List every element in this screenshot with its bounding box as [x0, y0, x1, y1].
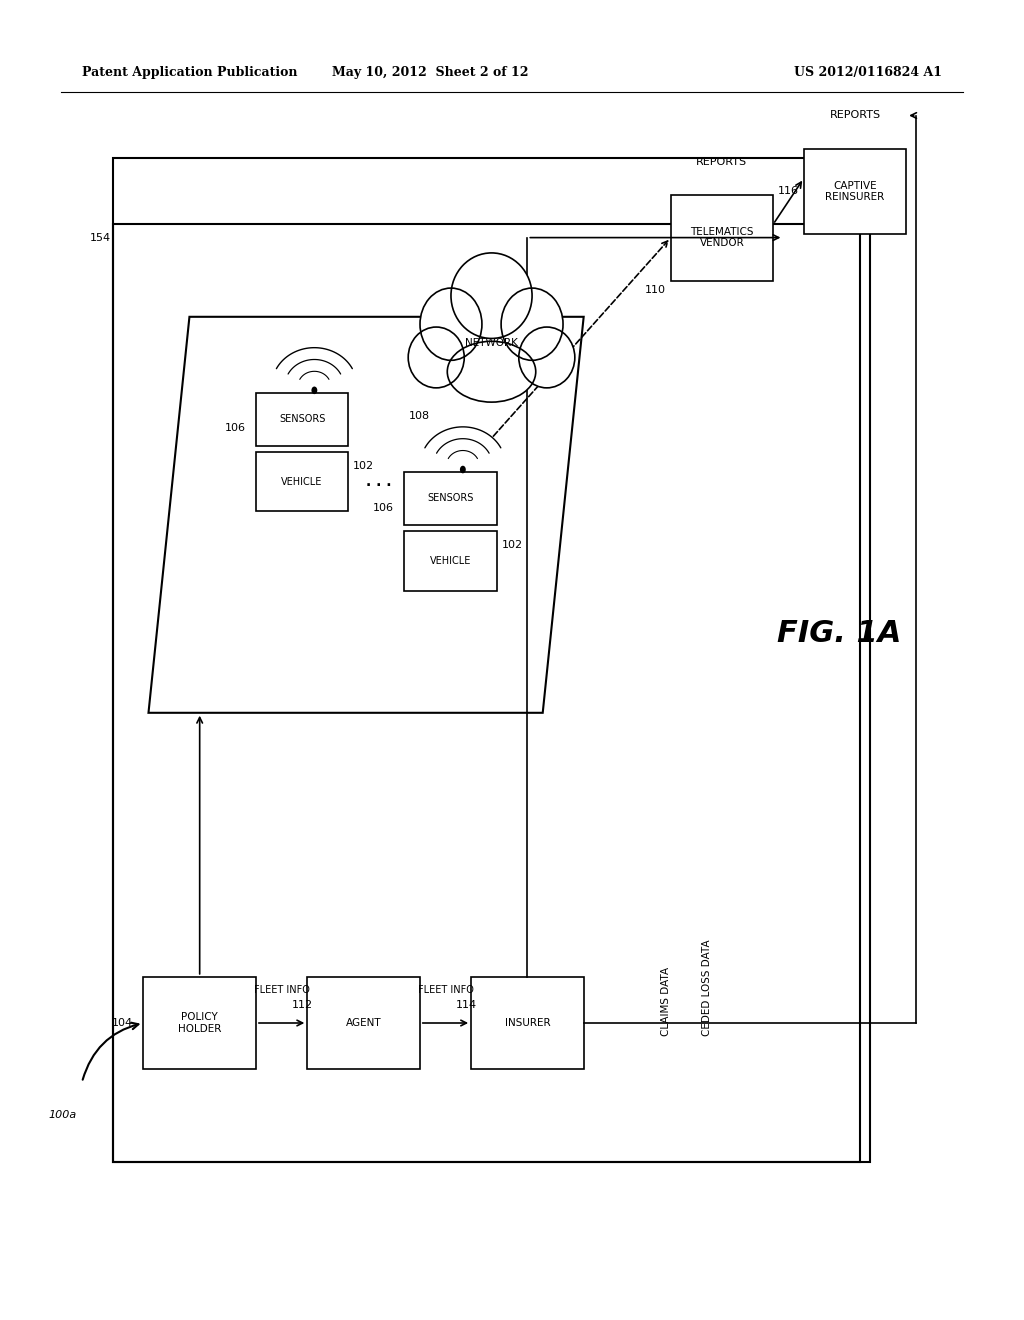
FancyBboxPatch shape [307, 977, 420, 1069]
Ellipse shape [447, 342, 536, 403]
FancyBboxPatch shape [471, 977, 584, 1069]
Text: 106: 106 [224, 424, 246, 433]
Text: 108: 108 [409, 411, 430, 421]
Text: VEHICLE: VEHICLE [430, 556, 471, 566]
Text: 114: 114 [456, 999, 477, 1010]
Ellipse shape [519, 327, 574, 388]
Polygon shape [148, 317, 584, 713]
Text: 112: 112 [292, 999, 313, 1010]
Text: 104: 104 [112, 1018, 133, 1028]
Text: NETWORK: NETWORK [465, 338, 518, 348]
Text: CEDED LOSS DATA: CEDED LOSS DATA [701, 940, 712, 1036]
Text: 154: 154 [89, 232, 111, 243]
Text: $\mathsf{152}$: $\mathsf{152}$ [548, 343, 570, 356]
Ellipse shape [409, 327, 464, 388]
FancyBboxPatch shape [404, 473, 497, 525]
Text: 106: 106 [373, 503, 394, 512]
Text: 102: 102 [502, 540, 523, 550]
Text: POLICY
HOLDER: POLICY HOLDER [178, 1012, 221, 1034]
Ellipse shape [501, 288, 563, 360]
Text: FLEET INFO: FLEET INFO [254, 985, 309, 995]
Text: SENSORS: SENSORS [279, 414, 326, 424]
Circle shape [460, 466, 466, 474]
Text: TELEMATICS
VENDOR: TELEMATICS VENDOR [690, 227, 754, 248]
Text: REPORTS: REPORTS [829, 111, 881, 120]
Text: US 2012/0116824 A1: US 2012/0116824 A1 [794, 66, 942, 79]
Text: SENSORS: SENSORS [427, 494, 474, 503]
Text: CLAIMS DATA: CLAIMS DATA [660, 968, 671, 1036]
Text: Patent Application Publication: Patent Application Publication [82, 66, 297, 79]
Text: FLEET INFO: FLEET INFO [418, 985, 473, 995]
Text: . . .: . . . [367, 475, 391, 488]
Text: 116: 116 [778, 186, 799, 197]
Ellipse shape [420, 288, 482, 360]
FancyBboxPatch shape [671, 195, 773, 281]
Text: 110: 110 [645, 285, 666, 296]
FancyBboxPatch shape [113, 224, 860, 1162]
Text: 102: 102 [353, 461, 375, 471]
Ellipse shape [451, 253, 532, 338]
FancyBboxPatch shape [404, 531, 497, 591]
Text: AGENT: AGENT [346, 1018, 381, 1028]
Text: VEHICLE: VEHICLE [282, 477, 323, 487]
FancyBboxPatch shape [143, 977, 256, 1069]
Text: CAPTIVE
REINSURER: CAPTIVE REINSURER [825, 181, 885, 202]
Text: REPORTS: REPORTS [696, 157, 748, 166]
FancyBboxPatch shape [804, 149, 906, 235]
Text: INSURER: INSURER [505, 1018, 550, 1028]
FancyBboxPatch shape [256, 451, 348, 511]
Text: 100a: 100a [48, 1110, 77, 1121]
Text: May 10, 2012  Sheet 2 of 12: May 10, 2012 Sheet 2 of 12 [332, 66, 528, 79]
Circle shape [311, 387, 317, 395]
FancyBboxPatch shape [256, 393, 348, 446]
Text: FIG. 1A: FIG. 1A [777, 619, 902, 648]
